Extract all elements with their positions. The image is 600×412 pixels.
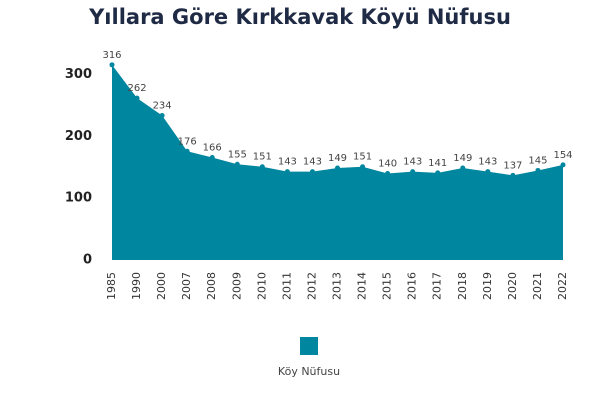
value-label: 154 — [553, 150, 572, 161]
y-tick-label: 300 — [65, 67, 92, 82]
value-label: 141 — [428, 158, 447, 169]
point — [309, 169, 315, 175]
point — [209, 154, 215, 160]
x-tick-label: 2019 — [481, 272, 494, 300]
x-tick-label: 2009 — [230, 272, 243, 300]
point — [184, 148, 190, 154]
point — [510, 172, 516, 178]
point — [284, 169, 290, 175]
point — [259, 164, 265, 170]
value-label: 151 — [253, 152, 272, 163]
value-label: 149 — [328, 153, 347, 164]
x-tick-label: 2014 — [356, 272, 369, 300]
x-tick-label: 1985 — [105, 272, 118, 300]
value-label: 137 — [503, 160, 522, 171]
x-tick-label: 2012 — [305, 272, 318, 300]
value-label: 145 — [528, 155, 547, 166]
value-label: 140 — [378, 159, 397, 170]
value-label: 316 — [102, 50, 121, 61]
point — [435, 170, 441, 176]
x-tick-label: 2022 — [556, 272, 569, 300]
value-label: 166 — [203, 142, 222, 153]
point — [535, 167, 541, 173]
x-tick-label: 2008 — [205, 272, 218, 300]
value-label: 149 — [453, 153, 472, 164]
point — [134, 95, 140, 101]
y-tick-label: 100 — [65, 191, 92, 206]
value-label: 176 — [178, 136, 197, 147]
value-label: 262 — [128, 83, 147, 94]
chart-title: Yıllara Göre Kırkkavak Köyü Nüfusu — [88, 5, 511, 29]
point — [485, 169, 491, 175]
value-label: 143 — [303, 157, 322, 168]
point — [234, 161, 240, 167]
area — [112, 64, 563, 260]
x-tick-label: 2015 — [381, 272, 394, 300]
x-tick-label: 2013 — [331, 272, 344, 300]
point — [410, 169, 416, 175]
point — [360, 164, 366, 170]
x-tick-label: 2011 — [280, 272, 293, 300]
x-tick-label: 2010 — [255, 272, 268, 300]
x-tick-label: 2017 — [431, 272, 444, 300]
x-tick-label: 1990 — [130, 272, 143, 300]
x-tick-label: 2018 — [456, 272, 469, 300]
legend-label: Köy Nüfusu — [278, 365, 340, 378]
legend-swatch — [300, 337, 318, 355]
value-label: 234 — [153, 100, 172, 111]
x-tick-label: 2020 — [506, 272, 519, 300]
point — [159, 112, 165, 118]
point — [460, 165, 466, 171]
x-tick-label: 2007 — [180, 272, 193, 300]
value-label: 143 — [278, 157, 297, 168]
point — [560, 162, 566, 168]
point — [335, 165, 340, 171]
y-tick-label: 0 — [83, 253, 92, 268]
x-tick-label: 2021 — [531, 272, 544, 300]
value-label: 155 — [228, 149, 247, 160]
point — [385, 171, 391, 177]
value-label: 151 — [353, 152, 372, 163]
value-label: 143 — [478, 157, 497, 168]
x-tick-label: 2016 — [406, 272, 419, 300]
x-tick-label: 2000 — [155, 272, 168, 300]
value-label: 143 — [403, 157, 422, 168]
point — [109, 62, 115, 68]
y-tick-label: 200 — [65, 129, 92, 144]
